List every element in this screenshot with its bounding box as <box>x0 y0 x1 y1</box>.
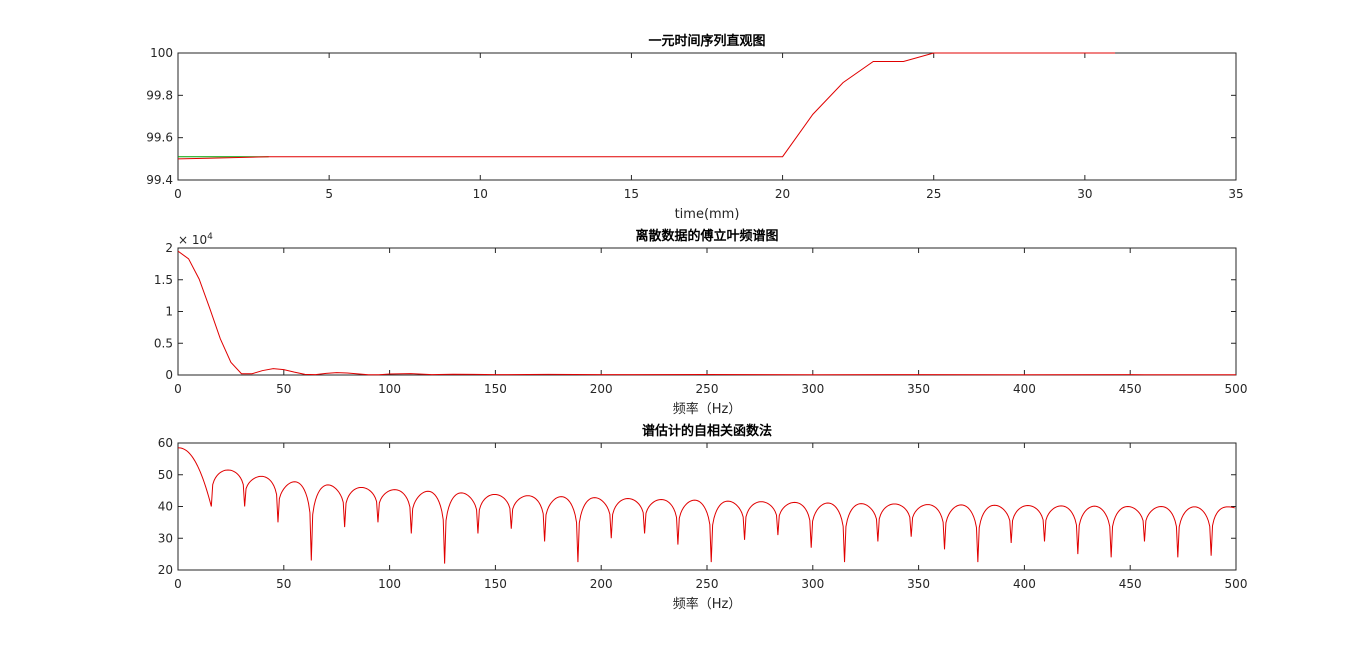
x-tick-label: 15 <box>624 187 639 201</box>
y-tick-label: 40 <box>158 500 173 514</box>
y-tick-label: 99.8 <box>146 88 173 102</box>
x-tick-label: 100 <box>378 577 401 591</box>
x-tick-label: 400 <box>1013 577 1036 591</box>
y-tick-label: 99.4 <box>146 173 173 187</box>
y-tick-label: 0.5 <box>154 336 173 350</box>
x-tick-label: 450 <box>1119 382 1142 396</box>
x-tick-label: 250 <box>696 382 719 396</box>
y-tick-label: 50 <box>158 468 173 482</box>
plot-area <box>177 442 1237 571</box>
x-tick-label: 0 <box>174 577 182 591</box>
y-tick-label: 99.6 <box>146 131 173 145</box>
x-tick-label: 5 <box>325 187 333 201</box>
y-tick-label: 60 <box>158 436 173 450</box>
chart-title: 离散数据的傅立叶频谱图 <box>635 228 778 244</box>
y-tick-label: 30 <box>158 531 173 545</box>
y-tick-label: 100 <box>150 46 173 60</box>
chart-panel-2: 0 50 100 150 200 250 300 350 400 450 500 0 0.5 1 1.5 2 ×… <box>154 228 1248 417</box>
x-tick-label: 20 <box>775 187 790 201</box>
x-tick-label: 35 <box>1228 187 1243 201</box>
x-axis-label: 频率（Hz） <box>673 596 742 612</box>
x-tick-label: 450 <box>1119 577 1142 591</box>
x-tick-label: 500 <box>1225 577 1248 591</box>
x-tick-label: 300 <box>801 382 824 396</box>
x-tick-label: 200 <box>590 577 613 591</box>
x-tick-label: 0 <box>174 382 182 396</box>
x-tick-label: 200 <box>590 382 613 396</box>
y-tick-label: 1.5 <box>154 273 173 287</box>
x-tick-label: 400 <box>1013 382 1036 396</box>
y-exponent-power: 4 <box>207 232 213 242</box>
y-exponent-label: × 104 <box>178 232 213 247</box>
plot-area <box>177 52 1237 181</box>
y-tick-label: 1 <box>165 305 173 319</box>
series-line-1 <box>178 250 1236 376</box>
x-tick-label: 150 <box>484 577 507 591</box>
x-axis-label: 频率（Hz） <box>673 401 742 417</box>
x-tick-label: 50 <box>276 577 291 591</box>
x-tick-label: 25 <box>926 187 941 201</box>
x-tick-label: 250 <box>696 577 719 591</box>
y-tick-label: 20 <box>158 563 173 577</box>
x-tick-label: 100 <box>378 382 401 396</box>
x-tick-label: 500 <box>1225 382 1248 396</box>
x-tick-label: 350 <box>907 382 930 396</box>
x-tick-label: 10 <box>473 187 488 201</box>
x-tick-label: 300 <box>801 577 824 591</box>
x-tick-label: 0 <box>174 187 182 201</box>
chart-panel-3: 0 50 100 150 200 250 300 350 400 450 500 20 30 40 50 60… <box>158 423 1248 612</box>
x-tick-label: 150 <box>484 382 507 396</box>
x-tick-label: 350 <box>907 577 930 591</box>
x-tick-label: 30 <box>1077 187 1092 201</box>
y-tick-label: 0 <box>165 368 173 382</box>
plot-area <box>177 247 1237 376</box>
x-axis-label: time(mm) <box>675 207 740 222</box>
chart-title: 谱估计的自相关函数法 <box>642 423 772 439</box>
y-tick-label: 2 <box>165 241 173 255</box>
series-line-1 <box>178 447 1235 564</box>
chart-title: 一元时间序列直观图 <box>648 33 765 49</box>
x-tick-label: 50 <box>276 382 291 396</box>
chart-panel-1: 0 5 10 15 20 25 30 35 99.4 99.6 99.8 100 一元时间序列直观图 ti… <box>146 33 1243 222</box>
series-line-2 <box>178 52 1116 160</box>
